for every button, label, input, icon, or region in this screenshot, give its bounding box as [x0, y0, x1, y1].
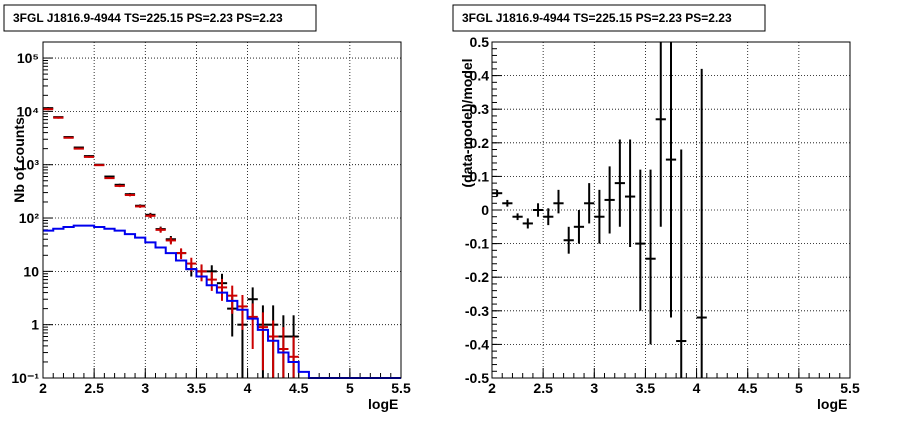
data-point-1 [145, 213, 156, 219]
data-point-1 [73, 147, 84, 150]
residual-title-box [452, 4, 766, 32]
data-point-1 [196, 264, 207, 282]
x-tick-label: 2.5 [533, 380, 553, 396]
counts-panel: 3FGL J1816.9-4944 TS=225.15 PS=2.23 PS=2… [3, 4, 411, 412]
x-tick-label: 5 [346, 380, 354, 396]
data-point-0 [676, 149, 687, 378]
y-tick-label: 0.3 [470, 101, 490, 117]
y-tick-label: -0.4 [465, 336, 489, 352]
data-point-0 [696, 68, 707, 378]
y-tick-label: -0.2 [465, 269, 489, 285]
residual-xlabel: logE [817, 396, 847, 412]
x-tick-label: 2.5 [84, 380, 104, 396]
data-point-0 [645, 169, 656, 345]
y-tick-label: 10⁴ [17, 103, 40, 119]
data-point-0 [502, 199, 513, 207]
data-point-0 [655, 42, 666, 227]
data-point-1 [216, 278, 228, 301]
data-point-0 [584, 183, 595, 224]
x-tick-label: 5.5 [391, 380, 411, 396]
data-point-1 [124, 193, 136, 197]
y-tick-label: 10 [23, 263, 39, 279]
data-point-1 [227, 285, 238, 314]
data-point-0 [614, 139, 625, 227]
y-tick-label: 1 [31, 317, 39, 333]
data-point-1 [257, 312, 269, 371]
data-point-0 [532, 203, 544, 217]
x-tick-label: 2 [488, 380, 496, 396]
x-tick-label: 3.5 [636, 380, 656, 396]
data-point-1 [63, 136, 74, 139]
y-tick-label: -0.3 [465, 303, 489, 319]
data-point-1 [268, 320, 279, 378]
x-tick-label: 5 [795, 380, 803, 396]
data-point-0 [665, 42, 677, 318]
y-tick-label: 0.4 [470, 68, 490, 84]
x-tick-label: 3.5 [187, 380, 207, 396]
data-point-1 [135, 205, 146, 208]
x-tick-label: 4 [244, 380, 252, 396]
data-point-0 [104, 175, 115, 178]
data-point-1 [155, 227, 166, 233]
model-step-line [43, 224, 401, 379]
data-point-1 [53, 116, 64, 119]
x-tick-label: 2 [39, 380, 47, 396]
y-tick-label: 10³ [19, 157, 40, 173]
residual-title: 3FGL J1816.9-4944 TS=225.15 PS=2.23 PS=2… [462, 11, 732, 25]
y-tick-label: 0.1 [470, 168, 490, 184]
counts-xlabel: logE [368, 396, 398, 412]
data-point-1 [237, 295, 248, 330]
data-point-0 [594, 189, 605, 244]
x-tick-label: 4.5 [738, 380, 758, 396]
x-tick-label: 3 [590, 380, 598, 396]
residual-ylabel: (data-model)/model [459, 58, 475, 187]
x-tick-label: 3 [141, 380, 149, 396]
data-point-1 [94, 164, 105, 167]
residual-panel: 3FGL J1816.9-4944 TS=225.15 PS=2.23 PS=2… [452, 4, 860, 412]
data-point-0 [624, 139, 636, 247]
data-point-1 [83, 155, 95, 158]
y-tick-label: -0.1 [465, 236, 489, 252]
counts-title: 3FGL J1816.9-4944 TS=225.15 PS=2.23 PS=2… [13, 11, 283, 25]
counts-ylabel: Nb of counts [11, 117, 27, 203]
data-point-0 [492, 189, 503, 197]
counts-title-box [3, 4, 317, 32]
y-tick-label: 10² [19, 210, 40, 226]
data-point-1 [175, 248, 187, 260]
data-point-0 [543, 208, 554, 226]
y-tick-label: 0.5 [470, 34, 490, 50]
data-point-1 [288, 336, 299, 378]
data-point-1 [206, 272, 217, 291]
data-point-0 [563, 226, 574, 254]
x-tick-label: 4 [693, 380, 701, 396]
y-tick-label: 0 [481, 202, 489, 218]
x-tick-label: 5.5 [840, 380, 860, 396]
data-point-0 [604, 166, 615, 234]
y-tick-label: 10⁵ [17, 50, 39, 66]
data-point-0 [573, 210, 585, 244]
plot-frame [491, 41, 851, 379]
data-point-1 [165, 237, 176, 245]
data-point-1 [43, 108, 54, 111]
data-point-1 [247, 303, 258, 349]
y-tick-label: 10⁻¹ [11, 370, 39, 386]
data-point-1 [104, 177, 115, 180]
data-point-0 [522, 218, 533, 229]
x-tick-label: 4.5 [289, 380, 309, 396]
y-tick-label: 0.2 [470, 135, 490, 151]
plot-frame [42, 41, 402, 379]
data-point-0 [512, 213, 523, 221]
y-tick-label: -0.5 [465, 370, 489, 386]
data-point-1 [114, 184, 125, 188]
data-point-0 [553, 189, 564, 214]
data-point-0 [635, 169, 646, 311]
